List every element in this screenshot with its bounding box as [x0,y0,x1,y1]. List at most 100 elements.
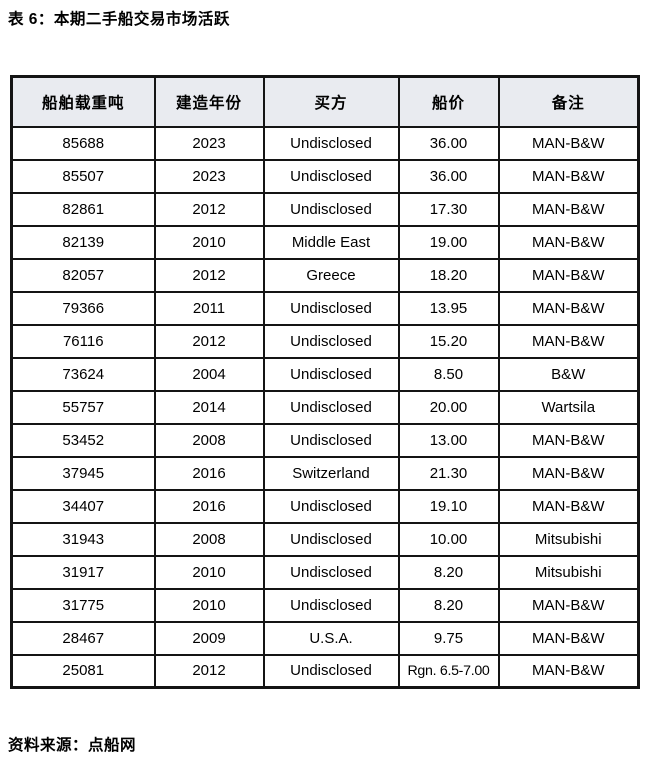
table-cell: MAN-B&W [497,653,640,689]
table-row: 85688 2023 Undisclosed 36.00 MAN-B&W [10,125,640,161]
table-cell: 18.20 [397,257,500,293]
table-row: 73624 2004 Undisclosed 8.50 B&W [10,356,640,392]
table-cell: Switzerland [262,455,400,491]
table-cell: 8.50 [397,356,500,392]
table-cell: 2011 [153,290,265,326]
table-cell: Undisclosed [262,356,400,392]
table-cell: MAN-B&W [497,620,640,656]
table-cell: 19.00 [397,224,500,260]
table-cell: 2009 [153,620,265,656]
table-cell: 2012 [153,653,265,689]
source-attribution: 资料来源：点船网 [8,737,137,754]
table-cell: Undisclosed [262,290,400,326]
table-cell: 2016 [153,488,265,524]
table-cell: 8.20 [397,587,500,623]
table-cell: 31917 [10,554,156,590]
table-row: 79366 2011 Undisclosed 13.95 MAN-B&W [10,290,640,326]
table-cell: 2012 [153,191,265,227]
table-row: 76116 2012 Undisclosed 15.20 MAN-B&W [10,323,640,359]
table-cell: 76116 [10,323,156,359]
table-cell: 73624 [10,356,156,392]
table-body: 85688 2023 Undisclosed 36.00 MAN-B&W 85507 202… [10,125,640,689]
table-cell: Rgn. 6.5-7.00 [397,653,500,689]
table-cell: Undisclosed [262,422,400,458]
table-row: 55757 2014 Undisclosed 20.00 Wartsila [10,389,640,425]
table-cell: MAN-B&W [497,422,640,458]
table-cell: Undisclosed [262,191,400,227]
column-header-1: 建造年份 [153,75,265,128]
table-cell: 2008 [153,422,265,458]
table-cell: 8.20 [397,554,500,590]
table-cell: Undisclosed [262,554,400,590]
table-cell: 55757 [10,389,156,425]
table-cell: 53452 [10,422,156,458]
table-cell: Middle East [262,224,400,260]
table-cell: Undisclosed [262,389,400,425]
table-cell: 13.95 [397,290,500,326]
table-cell: Greece [262,257,400,293]
column-header-0: 船舶载重吨 [10,75,156,128]
table-cell: 2010 [153,224,265,260]
table-header-row: 船舶载重吨 建造年份 买方 船价 备注 [10,75,640,128]
table-cell: 79366 [10,290,156,326]
table-cell: Undisclosed [262,125,400,161]
table-cell: Undisclosed [262,158,400,194]
table-row: 82057 2012 Greece 18.20 MAN-B&W [10,257,640,293]
table-cell: 20.00 [397,389,500,425]
table-row: 31775 2010 Undisclosed 8.20 MAN-B&W [10,587,640,623]
table-row: 85507 2023 Undisclosed 36.00 MAN-B&W [10,158,640,194]
table-cell: MAN-B&W [497,224,640,260]
table-row: 31917 2010 Undisclosed 8.20 Mitsubishi [10,554,640,590]
table-cell: 36.00 [397,125,500,161]
table-cell: 2023 [153,125,265,161]
table-row: 82139 2010 Middle East 19.00 MAN-B&W [10,224,640,260]
table-cell: Mitsubishi [497,554,640,590]
table-row: 37945 2016 Switzerland 21.30 MAN-B&W [10,455,640,491]
table-cell: 2012 [153,257,265,293]
table-cell: 2023 [153,158,265,194]
table-cell: 2014 [153,389,265,425]
table-cell: 2010 [153,587,265,623]
table-row: 28467 2009 U.S.A. 9.75 MAN-B&W [10,620,640,656]
table-cell: 82057 [10,257,156,293]
table-cell: 36.00 [397,158,500,194]
table-cell: B&W [497,356,640,392]
table-cell: Mitsubishi [497,521,640,557]
table-cell: Wartsila [497,389,640,425]
table-row: 53452 2008 Undisclosed 13.00 MAN-B&W [10,422,640,458]
table-row: 34407 2016 Undisclosed 19.10 MAN-B&W [10,488,640,524]
column-header-3: 船价 [397,75,500,128]
table-cell: 15.20 [397,323,500,359]
table-cell: 2012 [153,323,265,359]
table-row: 82861 2012 Undisclosed 17.30 MAN-B&W [10,191,640,227]
table-cell: 85507 [10,158,156,194]
table-cell: 2008 [153,521,265,557]
table-cell: Undisclosed [262,587,400,623]
table-cell: 25081 [10,653,156,689]
table-cell: MAN-B&W [497,257,640,293]
table-cell: 19.10 [397,488,500,524]
table-cell: MAN-B&W [497,323,640,359]
table-cell: U.S.A. [262,620,400,656]
table-cell: 21.30 [397,455,500,491]
table-cell: MAN-B&W [497,125,640,161]
table-cell: 37945 [10,455,156,491]
table-cell: 34407 [10,488,156,524]
table-cell: Undisclosed [262,521,400,557]
column-header-4: 备注 [497,75,640,128]
table-cell: Undisclosed [262,488,400,524]
ship-sales-table: 船舶载重吨 建造年份 买方 船价 备注 85688 2023 Undisclosed 36.0… [10,75,640,689]
table-row: 31943 2008 Undisclosed 10.00 Mitsubishi [10,521,640,557]
table-cell: 82139 [10,224,156,260]
table-cell: MAN-B&W [497,290,640,326]
table-cell: 13.00 [397,422,500,458]
table-row: 25081 2012 Undisclosed Rgn. 6.5-7.00 MAN-B&W [10,653,640,689]
table-cell: 82861 [10,191,156,227]
table-cell: MAN-B&W [497,587,640,623]
table-cell: 85688 [10,125,156,161]
table-cell: Undisclosed [262,653,400,689]
table-cell: MAN-B&W [497,455,640,491]
table-cell: MAN-B&W [497,191,640,227]
table-cell: 31775 [10,587,156,623]
table-cell: 10.00 [397,521,500,557]
